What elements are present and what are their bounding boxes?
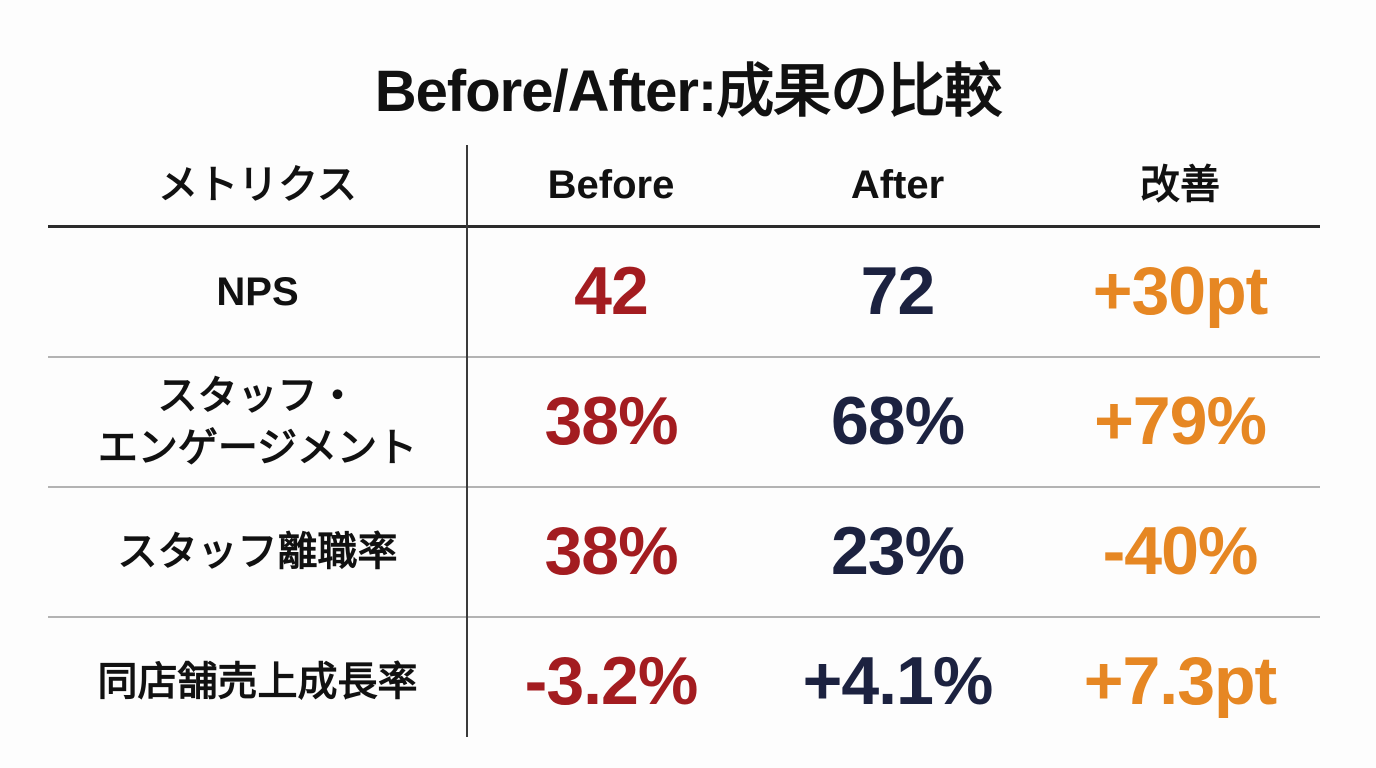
column-header-metric: メトリクス [158, 163, 357, 207]
before-value: 38% [544, 513, 678, 590]
table-header-row: メトリクス Before After 改善 [48, 145, 1320, 228]
vertical-divider [466, 145, 468, 737]
column-header-before: Before [547, 163, 675, 207]
page-title: Before/After:成果の比較 [374, 59, 1003, 124]
table-row-same-store-sales-growth: 同店舗売上成長率 -3.2% +4.1% +7.3pt [48, 618, 1320, 746]
metric-label: スタッフ離職率 [117, 530, 398, 574]
comparison-table: メトリクス Before After 改善 NPS 42 72 +30pt スタ… [48, 145, 1320, 746]
before-value: -3.2% [524, 643, 699, 720]
after-value: 23% [830, 513, 965, 590]
before-value: 38% [544, 383, 678, 460]
improvement-value: +30pt [1092, 253, 1269, 330]
metric-label: スタッフ・ エンゲージメント [97, 374, 418, 470]
improvement-value: +79% [1094, 383, 1267, 460]
table-row-staff-turnover: スタッフ離職率 38% 23% -40% [48, 488, 1320, 618]
column-header-after: After [850, 163, 945, 207]
after-value: +4.1% [802, 643, 994, 720]
after-value: 72 [860, 253, 936, 330]
metric-label: 同店舗売上成長率 [97, 660, 418, 704]
improvement-value: -40% [1102, 513, 1259, 590]
table-row-staff-engagement: スタッフ・ エンゲージメント 38% 68% +79% [48, 358, 1320, 488]
metric-label: NPS [216, 270, 299, 314]
before-value: 42 [574, 253, 649, 330]
column-header-improvement: 改善 [1140, 163, 1220, 207]
table-row-nps: NPS 42 72 +30pt [48, 228, 1320, 358]
after-value: 68% [830, 383, 965, 460]
improvement-value: +7.3pt [1083, 643, 1277, 720]
